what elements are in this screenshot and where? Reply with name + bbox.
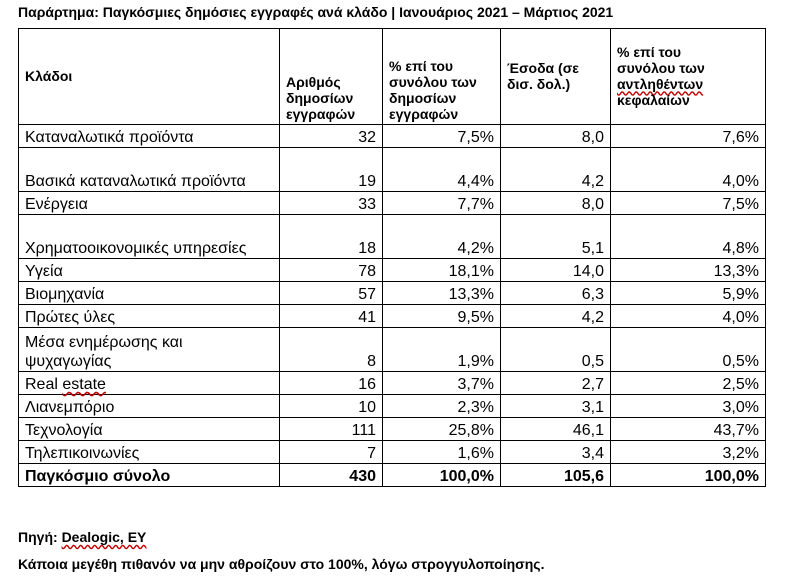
cell-pct-capital: 7,6% bbox=[610, 124, 766, 148]
cell-sector: Βιομηχανία bbox=[18, 281, 280, 305]
cell-pct-capital: 43,7% bbox=[610, 417, 766, 441]
total-pct-capital: 100,0% bbox=[610, 463, 766, 487]
cell-pct-capital: 2,5% bbox=[610, 371, 766, 395]
cell-sector: Χρηματοοικονομικές υπηρεσίες bbox=[18, 214, 280, 259]
cell-count: 18 bbox=[279, 214, 383, 259]
cell-pct-listings: 4,2% bbox=[382, 214, 501, 259]
header-sector: Κλάδοι bbox=[18, 28, 280, 125]
cell-pct-capital: 13,3% bbox=[610, 258, 766, 282]
cell-pct-listings: 7,7% bbox=[382, 191, 501, 215]
cell-proceeds: 3,4 bbox=[500, 440, 611, 464]
cell-pct-capital: 4,0% bbox=[610, 304, 766, 328]
header-pct-listings: % επί του συνόλου των δημοσίων εγγραφών bbox=[382, 28, 501, 125]
table-row: Μέσα ενημέρωσης και ψυχαγωγίας 8 1,9% 0,5 0,… bbox=[18, 327, 766, 372]
cell-count: 7 bbox=[279, 440, 383, 464]
cell-pct-listings: 4,4% bbox=[382, 147, 501, 192]
cell-count: 10 bbox=[279, 394, 383, 418]
header-count: Αριθμός δημοσίων εγγραφών bbox=[279, 28, 383, 125]
cell-pct-capital: 4,8% bbox=[610, 214, 766, 259]
cell-pct-capital: 3,0% bbox=[610, 394, 766, 418]
total-pct-listings: 100,0% bbox=[382, 463, 501, 487]
table-row: Βιομηχανία 57 13,3% 6,3 5,9% bbox=[18, 281, 766, 305]
table-row: Τηλεπικοινωνίες 7 1,6% 3,4 3,2% bbox=[18, 440, 766, 464]
cell-proceeds: 46,1 bbox=[500, 417, 611, 441]
rounding-note: Κάποια μεγέθη πιθανόν να μην αθροίζουν σ… bbox=[18, 556, 545, 572]
table-row: Τεχνολογία 111 25,8% 46,1 43,7% bbox=[18, 417, 766, 441]
table-row: Υγεία 78 18,1% 14,0 13,3% bbox=[18, 258, 766, 282]
table-row: Χρηματοοικονομικές υπηρεσίες 18 4,2% 5,1 4,8… bbox=[18, 214, 766, 259]
cell-proceeds: 3,1 bbox=[500, 394, 611, 418]
table-row: Λιανεμπόριο 10 2,3% 3,1 3,0% bbox=[18, 394, 766, 418]
cell-pct-listings: 13,3% bbox=[382, 281, 501, 305]
cell-sector: Τηλεπικοινωνίες bbox=[18, 440, 280, 464]
cell-pct-capital: 4,0% bbox=[610, 147, 766, 192]
cell-pct-capital: 7,5% bbox=[610, 191, 766, 215]
cell-sector: Βασικά καταναλωτικά προϊόντα bbox=[18, 147, 280, 192]
cell-sector: Real estate bbox=[18, 371, 280, 395]
cell-proceeds: 8,0 bbox=[500, 124, 611, 148]
cell-proceeds: 2,7 bbox=[500, 371, 611, 395]
cell-proceeds: 4,2 bbox=[500, 147, 611, 192]
cell-count: 32 bbox=[279, 124, 383, 148]
source-label: Πηγή: bbox=[18, 529, 62, 545]
cell-pct-listings: 18,1% bbox=[382, 258, 501, 282]
cell-count: 57 bbox=[279, 281, 383, 305]
total-proceeds: 105,6 bbox=[500, 463, 611, 487]
cell-proceeds: 6,3 bbox=[500, 281, 611, 305]
cell-pct-capital: 5,9% bbox=[610, 281, 766, 305]
cell-pct-listings: 7,5% bbox=[382, 124, 501, 148]
cell-sector: Λιανεμπόριο bbox=[18, 394, 280, 418]
cell-sector: Τεχνολογία bbox=[18, 417, 280, 441]
source-value: Dealogic, EY bbox=[61, 529, 147, 545]
cell-count: 41 bbox=[279, 304, 383, 328]
total-sector: Παγκόσμιο σύνολο bbox=[18, 463, 280, 487]
cell-count: 8 bbox=[279, 327, 383, 372]
cell-pct-listings: 1,6% bbox=[382, 440, 501, 464]
cell-sector: Πρώτες ύλες bbox=[18, 304, 280, 328]
cell-count: 19 bbox=[279, 147, 383, 192]
cell-pct-capital: 3,2% bbox=[610, 440, 766, 464]
header-proceeds: Έσοδα (σε δισ. δολ.) bbox=[500, 28, 611, 125]
cell-sector: Ενέργεια bbox=[18, 191, 280, 215]
table-row: Πρώτες ύλες 41 9,5% 4,2 4,0% bbox=[18, 304, 766, 328]
cell-count: 78 bbox=[279, 258, 383, 282]
cell-proceeds: 4,2 bbox=[500, 304, 611, 328]
cell-pct-listings: 1,9% bbox=[382, 327, 501, 372]
cell-count: 111 bbox=[279, 417, 383, 441]
cell-proceeds: 5,1 bbox=[500, 214, 611, 259]
cell-count: 16 bbox=[279, 371, 383, 395]
page-title: Παράρτημα: Παγκόσμιες δημόσιες εγγραφές … bbox=[18, 4, 614, 20]
cell-pct-listings: 9,5% bbox=[382, 304, 501, 328]
total-row: Παγκόσμιο σύνολο 430 100,0% 105,6 100,0% bbox=[18, 463, 766, 487]
table-row: Καταναλωτικά προϊόντα 32 7,5% 8,0 7,6% bbox=[18, 124, 766, 148]
cell-count: 33 bbox=[279, 191, 383, 215]
cell-sector: Καταναλωτικά προϊόντα bbox=[18, 124, 280, 148]
header-pct-capital: % επί του συνόλου των αντληθέντων κεφαλαίων bbox=[610, 28, 766, 125]
cell-pct-listings: 2,3% bbox=[382, 394, 501, 418]
cell-pct-listings: 25,8% bbox=[382, 417, 501, 441]
cell-pct-listings: 3,7% bbox=[382, 371, 501, 395]
cell-proceeds: 0,5 bbox=[500, 327, 611, 372]
header-row: Κλάδοι Αριθμός δημοσίων εγγραφών % επί τ… bbox=[18, 28, 766, 125]
cell-proceeds: 14,0 bbox=[500, 258, 611, 282]
cell-pct-capital: 0,5% bbox=[610, 327, 766, 372]
cell-sector: Μέσα ενημέρωσης και ψυχαγωγίας bbox=[18, 327, 280, 372]
table-row: Βασικά καταναλωτικά προϊόντα 19 4,4% 4,2 4,0… bbox=[18, 147, 766, 192]
table-row: Ενέργεια 33 7,7% 8,0 7,5% bbox=[18, 191, 766, 215]
table-row: Real estate 16 3,7% 2,7 2,5% bbox=[18, 371, 766, 395]
total-count: 430 bbox=[279, 463, 383, 487]
cell-proceeds: 8,0 bbox=[500, 191, 611, 215]
ipo-sector-table: Κλάδοι Αριθμός δημοσίων εγγραφών % επί τ… bbox=[18, 28, 766, 487]
source-line: Πηγή: Dealogic, EY bbox=[18, 529, 146, 545]
cell-sector: Υγεία bbox=[18, 258, 280, 282]
